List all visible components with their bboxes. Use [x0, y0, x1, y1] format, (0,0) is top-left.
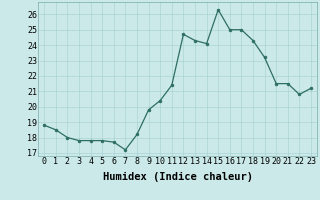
X-axis label: Humidex (Indice chaleur): Humidex (Indice chaleur)	[103, 172, 252, 182]
